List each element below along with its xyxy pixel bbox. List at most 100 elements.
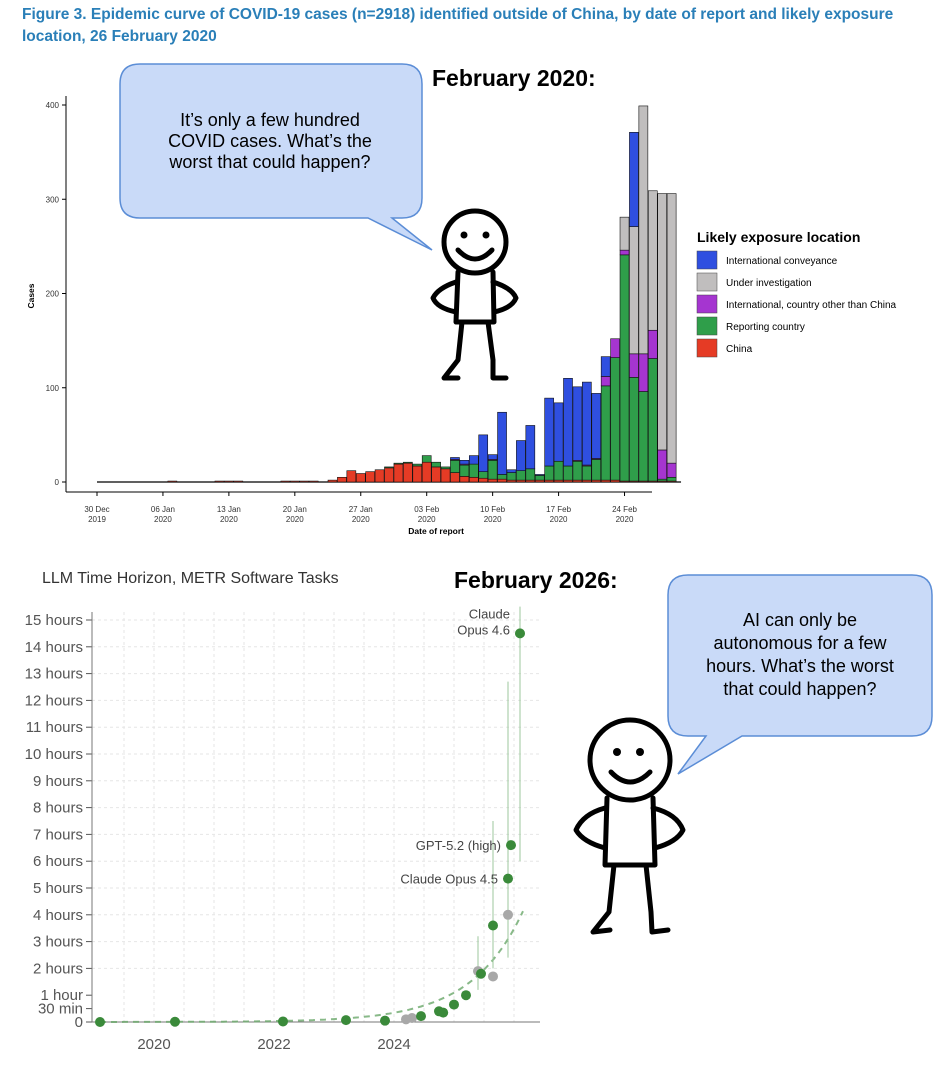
data-point: [488, 920, 498, 931]
stick-figure-2026-right-arm: [650, 805, 686, 851]
x-tick-label: 2024: [377, 1036, 410, 1053]
bar-segment: [299, 480, 310, 483]
bar-segment: [450, 460, 460, 473]
legend-label: Reporting country: [726, 322, 805, 333]
y-tick-label: 5 hours: [33, 880, 83, 897]
speech-bubble-2026: AI can only be autonomous for a few hours.…: [667, 574, 933, 775]
bar-segment: [497, 411, 507, 475]
x-tick-label-year: 2020: [550, 515, 568, 524]
bar-segment: [468, 476, 479, 483]
chart-title: LLM Time Horizon, METR Software Tasks: [42, 570, 339, 587]
bar-segment: [374, 469, 385, 483]
bar-segment: [666, 476, 677, 482]
data-point: [380, 1015, 390, 1026]
x-tick-label: 17 Feb: [546, 505, 571, 514]
bar-segment: [412, 463, 423, 467]
bar-segment: [506, 469, 517, 473]
bar-segment: [572, 386, 583, 461]
bar-segment: [600, 385, 611, 481]
bar-segment: [647, 358, 658, 482]
bar-segment: [553, 460, 564, 481]
bubble-line: COVID cases. What’s the: [168, 131, 372, 151]
y-tick-label: 3 hours: [33, 934, 83, 951]
y-tick-label: 12 hours: [25, 692, 83, 709]
bubble-line: worst that could happen?: [168, 152, 370, 172]
bar-segment: [525, 468, 536, 481]
x-tick-label: 30 Dec: [84, 505, 109, 514]
bar-segment: [516, 470, 526, 481]
bar-segment: [290, 480, 300, 483]
y-tick-label: 11 hours: [26, 719, 83, 736]
stick-figure-2020-left-leg: [441, 319, 465, 381]
bar-segment: [544, 465, 554, 481]
bubble-line: autonomous for a few: [713, 633, 887, 653]
bar-segment: [544, 397, 554, 467]
legend-swatch: [696, 338, 718, 358]
y-tick-label: 30 min: [38, 1001, 83, 1018]
bar-segment: [591, 459, 602, 481]
x-tick-label-year: 2020: [220, 515, 238, 524]
bar-segment: [487, 478, 498, 483]
data-point: [503, 873, 513, 884]
x-tick-label-year: 2020: [484, 515, 502, 524]
data-point: [170, 1016, 180, 1027]
bar-segment: [600, 376, 611, 387]
bubble-2020-text: It’s only a few hundred COVID cases. What…: [168, 110, 372, 172]
bar-segment: [308, 480, 319, 483]
bar-segment: [563, 378, 573, 467]
bar-segment: [487, 460, 498, 480]
bar-segment: [403, 461, 413, 464]
bar-segment: [525, 425, 536, 470]
stick-figure-2020-right-arm: [490, 279, 519, 315]
y-axis-label: Cases: [26, 283, 36, 308]
legend-swatch: [696, 294, 718, 314]
stick-figure-2020-body: [453, 269, 497, 325]
bar-segment: [167, 480, 178, 483]
bar-segment: [619, 249, 630, 256]
x-tick-label-year: 2019: [88, 515, 106, 524]
bar-segment: [327, 479, 338, 483]
stick-figure-2026: [573, 717, 686, 935]
bar-segment: [610, 357, 620, 481]
x-tick-label-year: 2020: [418, 515, 436, 524]
y-tick-label: 13 hours: [25, 666, 83, 683]
point-label: GPT-5.2 (high): [416, 838, 501, 853]
bar-segment: [450, 457, 460, 460]
bar-segment: [534, 474, 545, 476]
stick-figure-2026-eye-right: [636, 748, 644, 756]
bar-segment: [233, 480, 244, 483]
data-point: [416, 1011, 426, 1022]
bar-segment: [384, 466, 394, 469]
bar-segment: [657, 449, 668, 480]
bar-segment: [468, 455, 479, 465]
bar-segment: [666, 462, 677, 478]
y-tick-label: 1 hour: [40, 987, 83, 1004]
bubble-line: AI can only be: [743, 610, 857, 630]
bar-segment: [224, 480, 234, 483]
bar-segment: [459, 460, 470, 465]
stick-figure-2020-smile: [455, 247, 495, 262]
panel2-heading: February 2026:: [454, 567, 618, 593]
data-point: [278, 1016, 288, 1027]
x-tick-label-year: 2020: [286, 515, 304, 524]
x-tick-label: 10 Feb: [480, 505, 505, 514]
bar-segment: [384, 467, 394, 483]
data-point: [341, 1015, 351, 1026]
y-tick-label: 14 hours: [25, 639, 83, 656]
x-tick-label: 2022: [257, 1036, 290, 1053]
bar-segment: [478, 471, 489, 479]
bubble-line: that could happen?: [723, 679, 876, 699]
bar-segment: [619, 254, 630, 482]
legend-swatch: [696, 250, 718, 270]
stick-figure-2026-head: [587, 717, 673, 803]
data-point: [506, 840, 516, 851]
bar-segment: [506, 472, 517, 481]
data-point: [515, 628, 525, 639]
y-tick-label: 8 hours: [33, 800, 83, 817]
bar-segment: [600, 356, 611, 377]
bar-segment: [610, 338, 620, 358]
bar-segment: [393, 463, 404, 483]
bar-segment: [638, 353, 649, 392]
stick-figure-2020-eye-right: [482, 231, 490, 239]
